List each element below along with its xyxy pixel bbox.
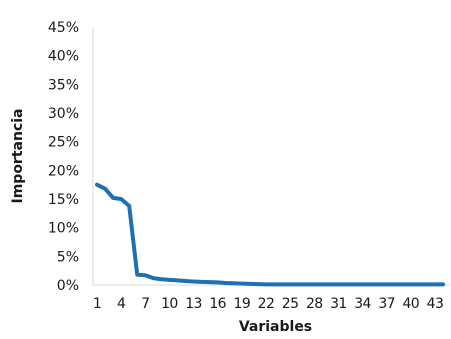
x-tick-label: 37: [378, 296, 395, 312]
x-tick-label: 7: [141, 296, 149, 312]
y-tick-label: 30%: [48, 106, 79, 122]
x-tick-label: 40: [403, 296, 420, 312]
y-tick-label: 10%: [48, 221, 79, 237]
y-tick-label: 15%: [48, 192, 79, 208]
x-tick-label: 31: [330, 296, 347, 312]
y-tick-label: 20%: [48, 163, 79, 179]
x-tick-label: 43: [427, 296, 444, 312]
x-tick-label: 4: [117, 296, 126, 312]
x-tick-label: 22: [258, 296, 275, 312]
y-tick-label: 35%: [48, 77, 79, 93]
x-tick-label: 16: [209, 296, 226, 312]
x-axis-title: Variables: [239, 319, 312, 335]
x-tick-label: 1: [93, 296, 101, 312]
series-line: [95, 182, 445, 287]
x-tick-label: 10: [161, 296, 178, 312]
x-tick-label: 19: [234, 296, 251, 312]
x-tick-label: 25: [282, 296, 299, 312]
y-tick-label: 25%: [48, 135, 79, 151]
x-tick-label: 28: [306, 296, 323, 312]
y-tick-label: 40%: [48, 49, 79, 65]
y-tick-label: 5%: [57, 249, 79, 265]
x-tick-label: 34: [354, 296, 371, 312]
x-axis-ticks: 1 4 7 10 13 16 19 22 25 28 31 34 37 40 43: [93, 296, 444, 312]
x-tick-label: 13: [185, 296, 202, 312]
y-axis-title: Importancia: [10, 109, 26, 204]
y-tick-label: 45%: [48, 20, 79, 36]
y-tick-label: 0%: [57, 278, 79, 294]
series-layer: [95, 182, 445, 287]
y-axis-ticks: 0% 5% 10% 15% 20% 25% 30% 35% 40% 45%: [48, 20, 79, 294]
